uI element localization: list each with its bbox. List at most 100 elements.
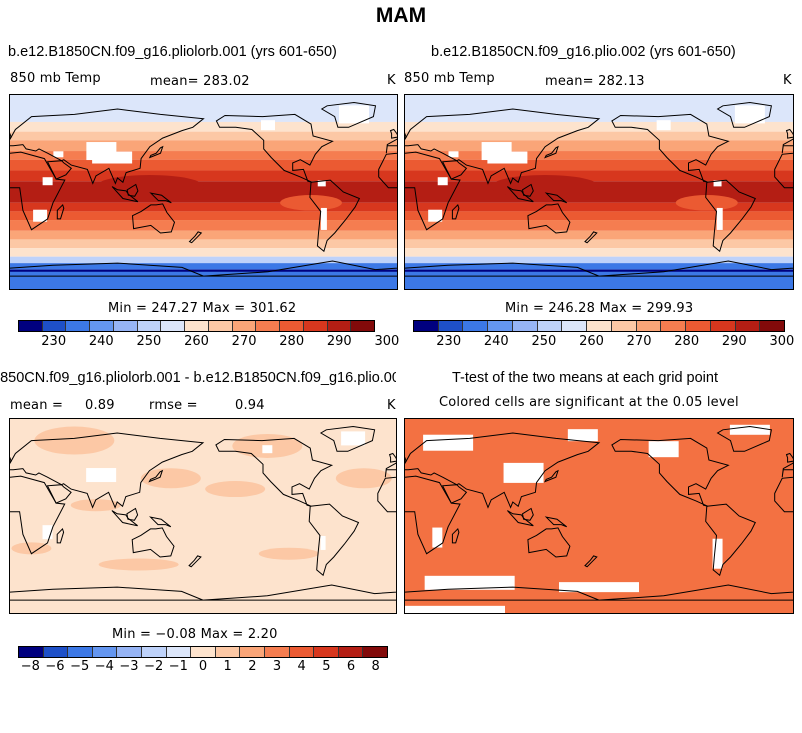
panel4-map	[404, 418, 794, 614]
panel4-coast-arabia	[441, 484, 468, 504]
panel3-colorbar-tick-8: 1	[223, 659, 232, 674]
panel1-coast-greenland	[320, 101, 377, 128]
panel3-coast-arabia	[46, 484, 72, 504]
panel3-minmax: Min = −0.08 Max = 2.20	[112, 627, 278, 642]
panel1-antarctic-cold	[10, 271, 397, 289]
panel4-nonsig-9	[405, 605, 505, 613]
panel3-colorbar-tick-12: 5	[322, 659, 331, 674]
panel2-coast-japan	[544, 145, 559, 159]
panel4-coast-japan	[544, 469, 559, 483]
panel4-coast-europe-asia-wrap	[405, 432, 601, 509]
panel4-coast-africa	[774, 476, 793, 513]
panel4-coast-new-zealand	[584, 555, 598, 568]
panel3-rmse-value: 0.94	[235, 398, 265, 413]
panel3-coast-europe-asia-wrap	[10, 432, 205, 509]
panel1-band-10	[10, 220, 397, 231]
panel1-coast-antarctica-wrap	[10, 262, 204, 277]
panel2-band-15	[405, 263, 793, 270]
panel2-coastlines	[405, 101, 793, 277]
panel3-coast-new-guinea	[148, 516, 172, 528]
panel2-mask-2	[734, 105, 765, 124]
panel2-mask-8	[448, 151, 459, 158]
panel3-colorbar-swatch-7	[191, 647, 216, 657]
figure-title: MAM	[375, 4, 427, 27]
panel2-antarctic-cold	[405, 271, 793, 289]
panel2-coast-indonesia	[507, 186, 534, 203]
panel2-coast-antarctica-wrap	[405, 262, 600, 277]
panel1-mask-1	[92, 151, 133, 164]
panel2-colorbar-tick-2: 250	[531, 334, 557, 349]
panel2-colorbar-swatch-7	[587, 321, 612, 331]
panel3-colorbar-tick-13: 6	[346, 659, 356, 674]
panel3-anomaly-0	[34, 426, 115, 455]
panel1-colorbar-tick-5: 280	[279, 334, 305, 349]
panel1-units-label: K	[387, 73, 396, 88]
panel1-coast-indonesia	[111, 186, 139, 203]
panel4-coast-africa-wrap	[405, 475, 461, 555]
panel2-colorbar-swatch-3	[488, 321, 513, 331]
panel3-coast-japan	[148, 469, 164, 483]
panel2-warm-pool	[490, 174, 600, 199]
panel3-colorbar-swatch-12	[314, 647, 339, 657]
panel3-colorbar-swatch-4	[117, 647, 142, 657]
panel3-mask-3	[262, 445, 273, 454]
panel2-band-10	[405, 220, 793, 231]
panel2-band-6	[405, 170, 793, 182]
panel1-mask-7	[317, 180, 326, 187]
panel2-cool-tongue	[675, 195, 738, 211]
panel3-coast-africa	[377, 476, 396, 513]
panel3-mean-value: 0.89	[85, 398, 115, 413]
panel2-variable-label: 850 mb Temp	[404, 71, 495, 86]
panel3-colorbar-swatch-8	[215, 647, 241, 657]
panel4-nonsig-8	[559, 582, 639, 593]
panel1-colorbar-swatch-5	[137, 321, 162, 331]
panel3-colorbar	[18, 646, 388, 658]
panel3-colorbar-tick-11: 4	[297, 659, 306, 674]
panel4-coast-antarctica-wrap	[405, 586, 600, 601]
panel2-colorbar-tick-6: 290	[721, 334, 747, 349]
panel3-anomaly-6	[11, 542, 52, 555]
panel4-svg	[405, 419, 793, 613]
panel4-subtitle: Colored cells are significant at the 0.0…	[439, 395, 739, 410]
panel3-coast-antarctica-wrap	[10, 586, 204, 601]
panel4-coast-north-america	[611, 437, 730, 507]
panel2-coast-uk-wrap	[405, 132, 407, 138]
panel3-colorbar-tick-0: −8	[20, 659, 40, 674]
panel1-colorbar-swatch-0	[19, 321, 43, 331]
panel4-coast-uk-wrap	[405, 456, 407, 462]
panel1-coast-borneo	[126, 183, 139, 197]
panel2-coast-europe-asia-wrap	[405, 108, 601, 185]
panel2-units-label: K	[783, 73, 792, 88]
panel1-coast-madagascar	[56, 203, 65, 220]
panel4-coast-uk	[785, 452, 793, 463]
panel3-colorbar-tick-4: −3	[119, 659, 139, 674]
panel3-anomaly-5	[70, 499, 121, 512]
panel2-colorbar-tick-0: 230	[436, 334, 462, 349]
panel4-nonsig-0	[423, 434, 474, 451]
panel3-mean-label: mean =	[10, 398, 64, 413]
panel1-band-12	[10, 239, 397, 249]
panel1-colorbar-tick-7: 300	[374, 334, 400, 349]
panel3-coast-uk-wrap	[10, 456, 12, 462]
panel4-coast-south-america	[705, 503, 756, 577]
panel2-coast-arabia	[441, 160, 468, 180]
panel1-band-9	[10, 211, 397, 221]
panel2-colorbar-tick-7: 300	[769, 334, 795, 349]
panel3-colorbar-tick-3: −4	[94, 659, 114, 674]
panel2-coast-borneo	[521, 183, 534, 197]
panel1-band-13	[10, 248, 397, 257]
panel2-mask-3	[437, 177, 448, 186]
panel1-band-6	[10, 170, 397, 182]
panel1-cool-tongue	[280, 195, 342, 211]
panel1-coast-africa-wrap	[10, 151, 66, 231]
panel3-coast-north-america	[215, 437, 334, 507]
panel2-mask-5	[716, 207, 723, 230]
panel1-coast-uk-wrap	[10, 132, 12, 138]
panel3-colorbar-swatch-10	[264, 647, 290, 657]
panel1-band-8	[10, 202, 397, 212]
panel1-colorbar-tick-4: 270	[231, 334, 257, 349]
panel2-band-13	[405, 248, 793, 257]
panel2-coast-north-america	[611, 113, 730, 183]
panel1-colorbar-tick-1: 240	[88, 334, 114, 349]
panel3-colorbar-swatch-11	[289, 647, 315, 657]
